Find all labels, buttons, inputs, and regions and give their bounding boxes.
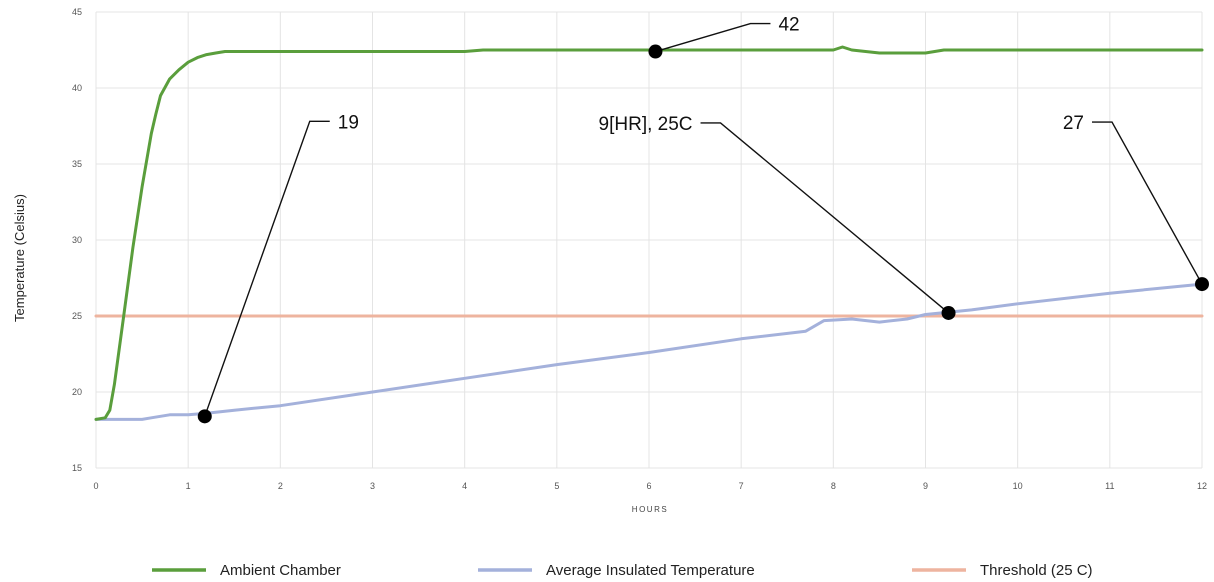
annotation-point-2	[941, 305, 956, 320]
y-tick-label-30: 30	[72, 235, 82, 245]
y-tick-label-35: 35	[72, 159, 82, 169]
x-tick-label-6: 6	[646, 481, 651, 491]
y-axis-ticks: 15 20 25 30 35 40 45	[72, 7, 82, 473]
x-tick-label-0: 0	[93, 481, 98, 491]
y-tick-label-15: 15	[72, 463, 82, 473]
legend-label-ambient-chamber: Ambient Chamber	[220, 562, 341, 579]
x-tick-label-12: 12	[1197, 481, 1207, 491]
grid	[95, 11, 1203, 469]
annotation-label-1: 19	[338, 112, 359, 133]
annotation-leader-0	[655, 22, 771, 53]
x-tick-label-1: 1	[186, 481, 191, 491]
legend-label-average-insulated-temperature: Average Insulated Temperature	[546, 562, 755, 579]
series-line-average-insulated-temperature	[94, 282, 1204, 421]
y-tick-label-40: 40	[72, 83, 82, 93]
y-axis-title: Temperature (Celsius)	[12, 194, 27, 322]
x-axis-title: HOURS	[632, 505, 668, 514]
x-tick-label-3: 3	[370, 481, 375, 491]
annotation-point-3	[1195, 277, 1209, 292]
y-tick-label-20: 20	[72, 387, 82, 397]
annotation-label-2: 9[HR], 25C	[599, 114, 693, 135]
series-lines	[94, 45, 1204, 421]
series-line-ambient-chamber	[94, 45, 1204, 421]
annotation-leader-1	[204, 120, 330, 417]
annotations: 42 19 9[HR], 25C 27	[197, 15, 1209, 424]
x-tick-label-11: 11	[1105, 481, 1114, 491]
annotation-leader-2	[700, 122, 949, 314]
x-tick-label-9: 9	[923, 481, 928, 491]
annotation-leader-3	[1092, 121, 1203, 285]
x-tick-label-2: 2	[278, 481, 283, 491]
x-tick-label-10: 10	[1013, 481, 1023, 491]
y-tick-label-25: 25	[72, 311, 82, 321]
annotation-point-0	[648, 44, 663, 59]
annotation-label-0: 42	[778, 15, 799, 36]
x-tick-label-4: 4	[462, 481, 467, 491]
x-tick-label-8: 8	[831, 481, 836, 491]
annotation-label-3: 27	[1063, 113, 1084, 134]
x-tick-label-5: 5	[554, 481, 559, 491]
legend: Ambient Chamber Average Insulated Tempera…	[152, 562, 1093, 579]
x-tick-label-7: 7	[739, 481, 744, 491]
annotation-point-1	[197, 409, 212, 424]
legend-label-threshold-25-c: Threshold (25 C)	[980, 562, 1093, 579]
y-tick-label-45: 45	[72, 7, 82, 17]
x-axis-ticks: 0 1 2 3 4 5 6 7 8 9 10 11 12	[93, 481, 1207, 491]
